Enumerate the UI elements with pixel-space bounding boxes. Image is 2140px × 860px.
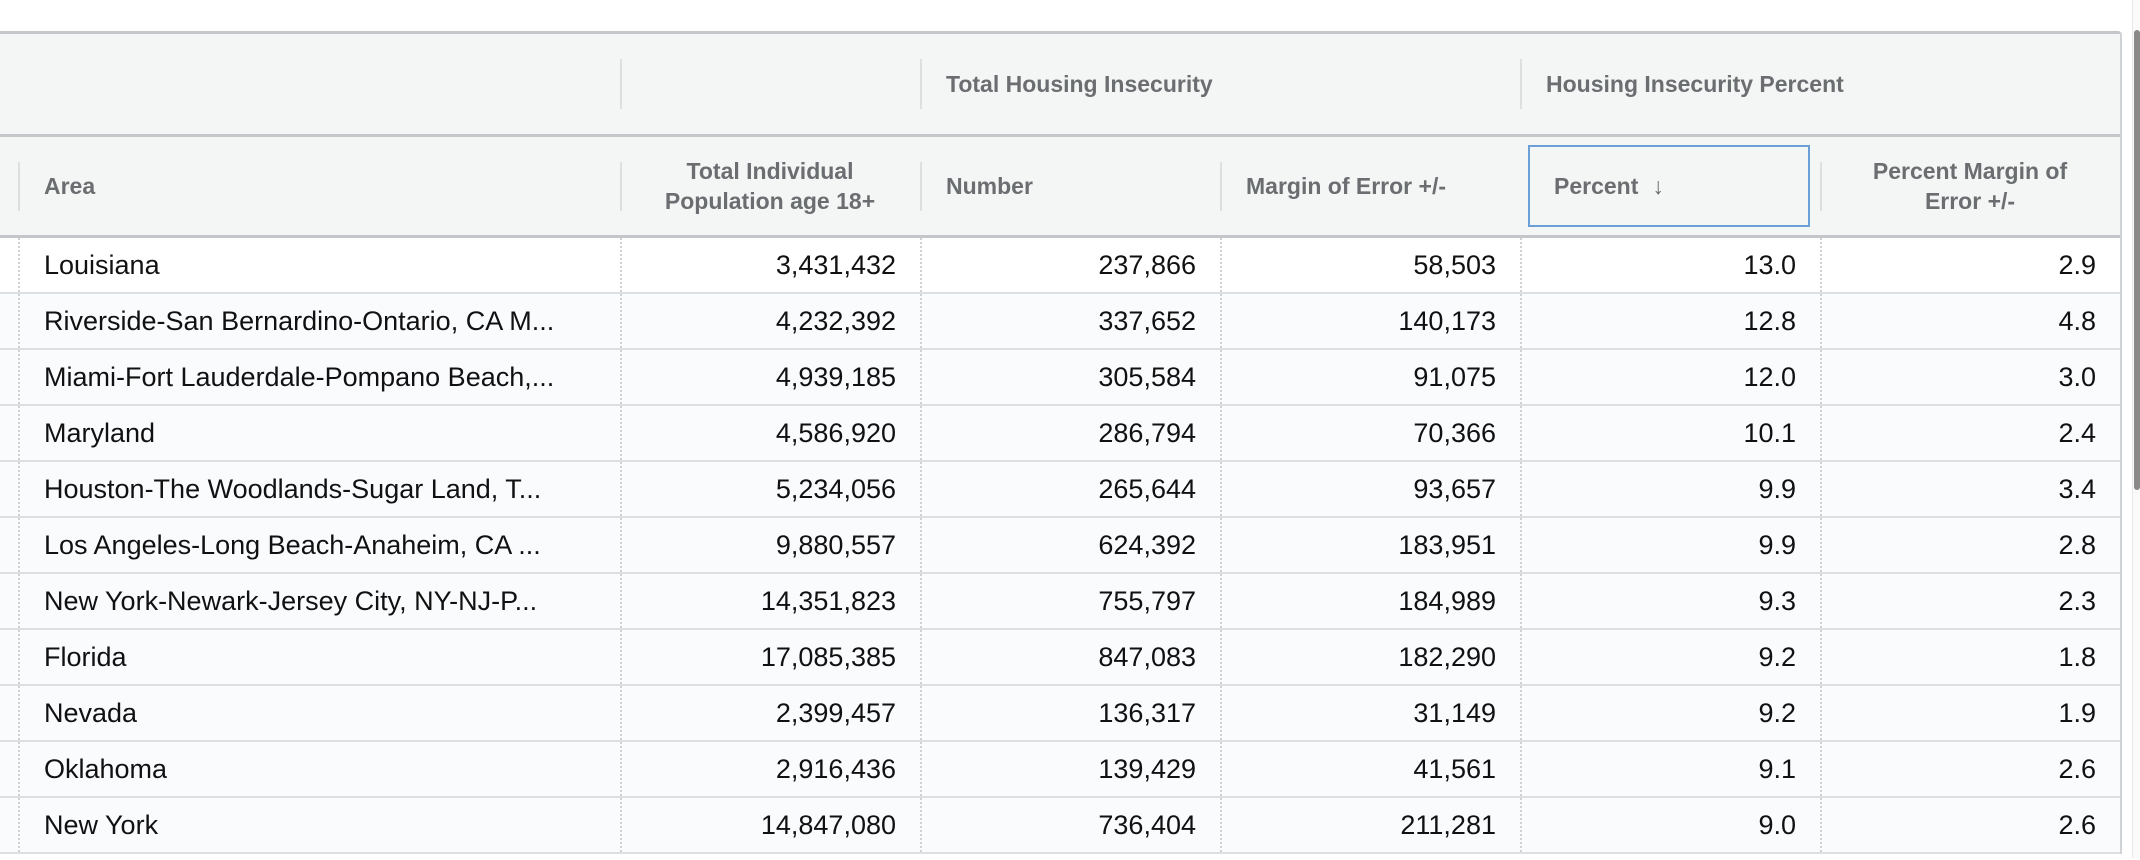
cell-percent[interactable]: 9.9	[1520, 462, 1820, 516]
cell-area[interactable]: New York	[18, 798, 620, 852]
column-header-number[interactable]: Number	[920, 137, 1220, 235]
cell-percent-margin-of-error[interactable]: 2.8	[1820, 518, 2120, 572]
cell-area[interactable]: New York-Newark-Jersey City, NY-NJ-P...	[18, 574, 620, 628]
table-row[interactable]: New York 14,847,080 736,404 211,281 9.0 2.6	[0, 798, 2120, 854]
table-row[interactable]: New York-Newark-Jersey City, NY-NJ-P... 1…	[0, 574, 2120, 630]
table-row[interactable]: Houston-The Woodlands-Sugar Land, T... 5,…	[0, 462, 2120, 518]
cell-percent-margin-of-error[interactable]: 2.9	[1820, 238, 2120, 292]
cell-population[interactable]: 17,085,385	[620, 630, 920, 684]
cell-margin-of-error[interactable]: 91,075	[1220, 350, 1520, 404]
cell-population[interactable]: 9,880,557	[620, 518, 920, 572]
cell-percent-margin-of-error[interactable]: 3.4	[1820, 462, 2120, 516]
cell-population[interactable]: 3,431,432	[620, 238, 920, 292]
cell-number[interactable]: 736,404	[920, 798, 1220, 852]
table-row[interactable]: Los Angeles-Long Beach-Anaheim, CA ... 9,…	[0, 518, 2120, 574]
cell-number[interactable]: 305,584	[920, 350, 1220, 404]
cell-number[interactable]: 624,392	[920, 518, 1220, 572]
cell-area[interactable]: Miami-Fort Lauderdale-Pompano Beach,...	[18, 350, 620, 404]
cell-number[interactable]: 286,794	[920, 406, 1220, 460]
table-row[interactable]: Louisiana 3,431,432 237,866 58,503 13.0 2.9	[0, 238, 2120, 294]
cell-percent[interactable]: 9.2	[1520, 630, 1820, 684]
cell-margin-of-error[interactable]: 183,951	[1220, 518, 1520, 572]
cell-percent[interactable]: 9.3	[1520, 574, 1820, 628]
cell-number[interactable]: 337,652	[920, 294, 1220, 348]
cell-population[interactable]: 5,234,056	[620, 462, 920, 516]
cell-population[interactable]: 14,847,080	[620, 798, 920, 852]
cell-area[interactable]: Houston-The Woodlands-Sugar Land, T...	[18, 462, 620, 516]
column-header-population[interactable]: Total Individual Population age 18+	[620, 137, 920, 235]
cell-area[interactable]: Florida	[18, 630, 620, 684]
data-grid: Total Housing Insecurity Housing Insecur…	[0, 31, 2122, 854]
table-row[interactable]: Maryland 4,586,920 286,794 70,366 10.1 2.4	[0, 406, 2120, 462]
cell-percent[interactable]: 12.0	[1520, 350, 1820, 404]
cell-percent[interactable]: 9.2	[1520, 686, 1820, 740]
cell-area[interactable]: Los Angeles-Long Beach-Anaheim, CA ...	[18, 518, 620, 572]
cell-margin-of-error[interactable]: 93,657	[1220, 462, 1520, 516]
cell-percent[interactable]: 9.0	[1520, 798, 1820, 852]
column-header-area[interactable]: Area	[18, 137, 620, 235]
column-group-header-row: Total Housing Insecurity Housing Insecur…	[0, 34, 2120, 137]
cell-percent[interactable]: 12.8	[1520, 294, 1820, 348]
cell-percent[interactable]: 13.0	[1520, 238, 1820, 292]
column-header-percent-margin-of-error[interactable]: Percent Margin of Error +/-	[1820, 137, 2120, 235]
table-row[interactable]: Oklahoma 2,916,436 139,429 41,561 9.1 2.6	[0, 742, 2120, 798]
group-header-housing-insecurity-percent: Housing Insecurity Percent	[1520, 34, 2120, 134]
cell-margin-of-error[interactable]: 140,173	[1220, 294, 1520, 348]
cell-percent-margin-of-error[interactable]: 1.9	[1820, 686, 2120, 740]
cell-population[interactable]: 4,939,185	[620, 350, 920, 404]
cell-percent-margin-of-error[interactable]: 2.6	[1820, 742, 2120, 796]
cell-population[interactable]: 2,399,457	[620, 686, 920, 740]
column-header-percent[interactable]: Percent ↓	[1528, 145, 1810, 227]
cell-area[interactable]: Maryland	[18, 406, 620, 460]
grid-body: Louisiana 3,431,432 237,866 58,503 13.0 2.9 Ri…	[0, 238, 2120, 854]
cell-area[interactable]: Oklahoma	[18, 742, 620, 796]
cell-number[interactable]: 237,866	[920, 238, 1220, 292]
cell-population[interactable]: 2,916,436	[620, 742, 920, 796]
cell-population[interactable]: 4,586,920	[620, 406, 920, 460]
cell-number[interactable]: 139,429	[920, 742, 1220, 796]
cell-population[interactable]: 14,351,823	[620, 574, 920, 628]
cell-population[interactable]: 4,232,392	[620, 294, 920, 348]
cell-margin-of-error[interactable]: 58,503	[1220, 238, 1520, 292]
cell-margin-of-error[interactable]: 184,989	[1220, 574, 1520, 628]
cell-percent-margin-of-error[interactable]: 3.0	[1820, 350, 2120, 404]
cell-percent[interactable]: 9.1	[1520, 742, 1820, 796]
cell-percent-margin-of-error[interactable]: 4.8	[1820, 294, 2120, 348]
group-header-empty	[0, 34, 620, 134]
cell-number[interactable]: 265,644	[920, 462, 1220, 516]
cell-margin-of-error[interactable]: 31,149	[1220, 686, 1520, 740]
cell-area[interactable]: Riverside-San Bernardino-Ontario, CA M..…	[18, 294, 620, 348]
cell-margin-of-error[interactable]: 41,561	[1220, 742, 1520, 796]
table-row[interactable]: Nevada 2,399,457 136,317 31,149 9.2 1.9	[0, 686, 2120, 742]
cell-margin-of-error[interactable]: 211,281	[1220, 798, 1520, 852]
grid-header: Total Housing Insecurity Housing Insecur…	[0, 34, 2120, 238]
cell-percent-margin-of-error[interactable]: 2.4	[1820, 406, 2120, 460]
column-header-row: Area Total Individual Population age 18+…	[0, 137, 2120, 238]
table-row[interactable]: Florida 17,085,385 847,083 182,290 9.2 1.8	[0, 630, 2120, 686]
cell-number[interactable]: 136,317	[920, 686, 1220, 740]
cell-number[interactable]: 847,083	[920, 630, 1220, 684]
cell-percent[interactable]: 9.9	[1520, 518, 1820, 572]
table-row[interactable]: Miami-Fort Lauderdale-Pompano Beach,... 4…	[0, 350, 2120, 406]
group-header-empty-2	[620, 34, 920, 134]
cell-percent-margin-of-error[interactable]: 1.8	[1820, 630, 2120, 684]
scrollbar-thumb[interactable]	[2134, 30, 2140, 490]
column-header-percent-label: Percent	[1554, 173, 1639, 199]
table-row[interactable]: Riverside-San Bernardino-Ontario, CA M..…	[0, 294, 2120, 350]
cell-percent[interactable]: 10.1	[1520, 406, 1820, 460]
cell-margin-of-error[interactable]: 70,366	[1220, 406, 1520, 460]
cell-number[interactable]: 755,797	[920, 574, 1220, 628]
cell-area[interactable]: Nevada	[18, 686, 620, 740]
cell-percent-margin-of-error[interactable]: 2.3	[1820, 574, 2120, 628]
cell-area[interactable]: Louisiana	[18, 238, 620, 292]
arrow-down-icon: ↓	[1652, 173, 1664, 199]
column-header-margin-of-error[interactable]: Margin of Error +/-	[1220, 137, 1520, 235]
cell-margin-of-error[interactable]: 182,290	[1220, 630, 1520, 684]
group-header-total-housing-insecurity: Total Housing Insecurity	[920, 34, 1520, 134]
cell-percent-margin-of-error[interactable]: 2.6	[1820, 798, 2120, 852]
